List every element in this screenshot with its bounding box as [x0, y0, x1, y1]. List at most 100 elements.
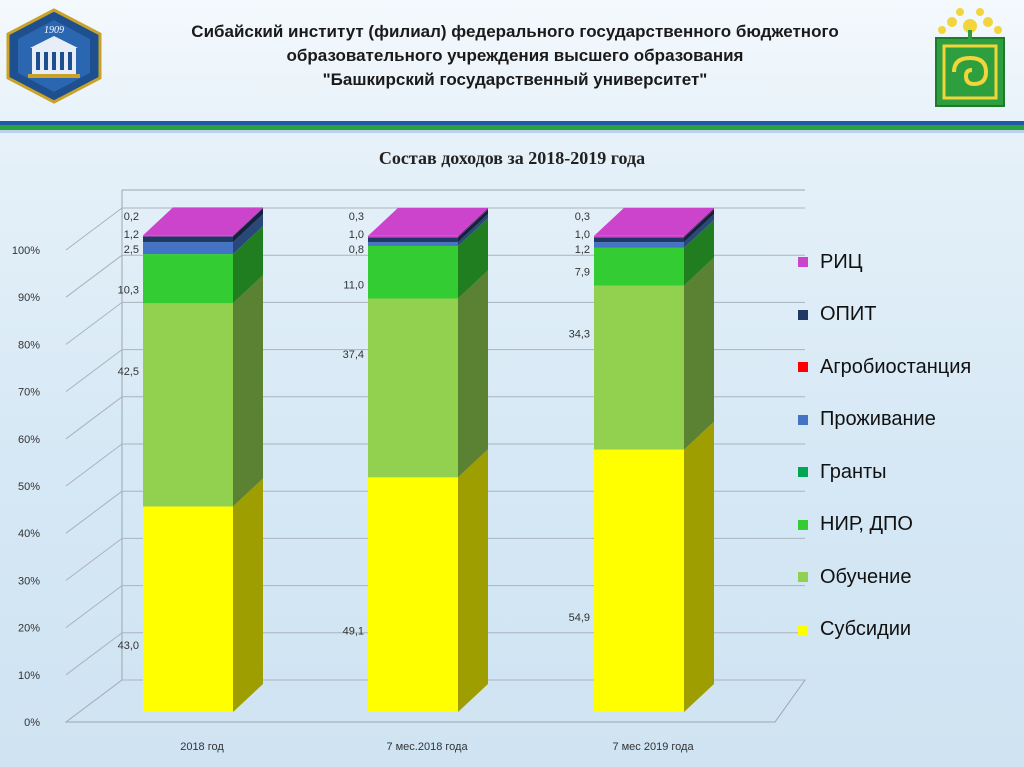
logo-year: 1909 — [44, 25, 64, 36]
bar-segment-side — [233, 478, 263, 712]
bar-segment-side — [684, 214, 714, 248]
gridline-diag — [65, 679, 123, 723]
bar-segment-front — [143, 235, 233, 237]
bar-segment-side — [458, 217, 488, 299]
bar-segment-side — [233, 208, 263, 243]
bar-segment-front — [594, 242, 684, 248]
header-stripe-blue — [0, 121, 1024, 125]
gridline-diag — [65, 443, 123, 487]
bar-segment-side — [684, 421, 714, 712]
page-title-line-1: Сибайский институт (филиал) федерального… — [191, 22, 839, 41]
bar-segment-side — [233, 226, 263, 304]
bar-segment-side — [458, 209, 488, 243]
bar-top-face — [143, 207, 263, 236]
data-label: 37,4 — [343, 349, 364, 361]
y-tick-label: 100% — [12, 245, 40, 257]
data-label: 11,0 — [343, 280, 364, 292]
gridline-diag — [65, 207, 123, 251]
legend-label: ОПИТ — [820, 303, 877, 325]
bar-segment-front — [143, 242, 233, 255]
y-tick-label: 50% — [18, 481, 40, 493]
bar-segment-side — [458, 270, 488, 478]
legend-swatch — [798, 624, 808, 635]
bar-segment-front — [368, 242, 458, 246]
bar-segment-front — [143, 303, 233, 507]
bar-segment-front — [368, 235, 458, 238]
chart-data-labels: 43,0 42,5 10,3 2,5 1,2 0,2 49,1 37,4 11,0 0,8 1,0 0… — [118, 211, 590, 652]
bar-segment-front — [143, 254, 233, 304]
bar-segment-front — [368, 477, 458, 712]
data-label: 54,9 — [569, 612, 590, 624]
data-label: 0,3 — [575, 211, 590, 223]
bar-segment-side — [458, 207, 488, 238]
y-tick-label: 10% — [18, 670, 40, 682]
x-category-label: 7 мес.2018 года — [386, 741, 468, 753]
legend-label: Гранты — [820, 460, 887, 483]
legend-label: РИЦ — [820, 250, 863, 273]
legend-swatch — [798, 519, 808, 530]
institute-logo-icon: 1909 — [6, 8, 102, 104]
header-stripe-green — [0, 125, 1024, 130]
data-label: 7,9 — [575, 267, 590, 279]
legend-label: НИР, ДПО — [820, 513, 913, 535]
legend-item: РИЦ — [798, 250, 863, 273]
legend-item: Проживание — [798, 408, 936, 430]
data-label: 1,0 — [349, 229, 364, 241]
bar-segment-front — [594, 235, 684, 238]
legend-swatch — [798, 414, 808, 425]
legend-item: Субсидии — [798, 618, 912, 640]
gridline-diag — [65, 632, 123, 676]
bar-segment-side — [684, 209, 714, 243]
bar-segment-front — [368, 237, 458, 243]
gridline-diag — [65, 490, 123, 534]
y-tick-label: 80% — [18, 339, 40, 351]
bar-segment-side — [233, 275, 263, 507]
bar-segment-front — [594, 449, 684, 712]
legend-label: Агробиостанция — [820, 355, 972, 378]
data-label: 0,2 — [124, 211, 139, 223]
data-label: 42,5 — [118, 366, 139, 378]
chart-title: Состав доходов за 2018-2019 года — [378, 148, 646, 168]
bar-segment-front — [143, 506, 233, 712]
legend-label: Субсидии — [820, 618, 912, 640]
y-tick-label: 90% — [18, 292, 40, 304]
university-emblem-icon — [935, 8, 1005, 107]
chart-bars — [143, 207, 714, 712]
bar-segment-front — [368, 245, 458, 299]
y-tick-label: 60% — [18, 434, 40, 446]
bar-segment-front — [143, 236, 233, 243]
data-label: 34,3 — [569, 329, 590, 341]
y-tick-label: 0% — [24, 717, 40, 729]
page-title-line-3: "Башкирский государственный университет" — [322, 70, 708, 89]
page-title-line-2: образовательного учреждения высшего обра… — [286, 46, 744, 65]
gridline-diag — [65, 349, 123, 393]
y-tick-label: 20% — [18, 623, 40, 635]
legend-item: ОПИТ — [798, 303, 877, 325]
data-label: 0,3 — [349, 211, 364, 223]
data-label: 2,5 — [124, 244, 139, 256]
legend-swatch — [798, 572, 808, 582]
bar-segment-side — [684, 257, 714, 450]
bar-segment-side — [458, 449, 488, 712]
header: 1909 Сибайский институт (филиал) федерал… — [0, 0, 1024, 120]
bar-segment-side — [458, 214, 488, 246]
gridline-diag — [65, 538, 123, 581]
gridline-diag — [65, 254, 123, 298]
bar-segment-side — [684, 219, 714, 286]
legend-label: Обучение — [820, 565, 912, 588]
data-label: 0,8 — [349, 244, 364, 256]
gridline-diag — [65, 585, 123, 628]
bar-segment-front — [368, 298, 458, 478]
legend-swatch — [798, 257, 808, 267]
y-tick-label: 70% — [18, 387, 40, 399]
legend-swatch — [798, 467, 808, 477]
data-label: 1,2 — [124, 229, 139, 241]
header-stripe-light — [0, 130, 1024, 133]
legend-swatch — [798, 362, 808, 372]
gridline-diag — [65, 396, 123, 440]
x-category-label: 2018 год — [180, 741, 224, 753]
bar-segment-side — [233, 214, 263, 255]
data-label: 43,0 — [118, 640, 139, 652]
legend-swatch — [798, 309, 808, 320]
